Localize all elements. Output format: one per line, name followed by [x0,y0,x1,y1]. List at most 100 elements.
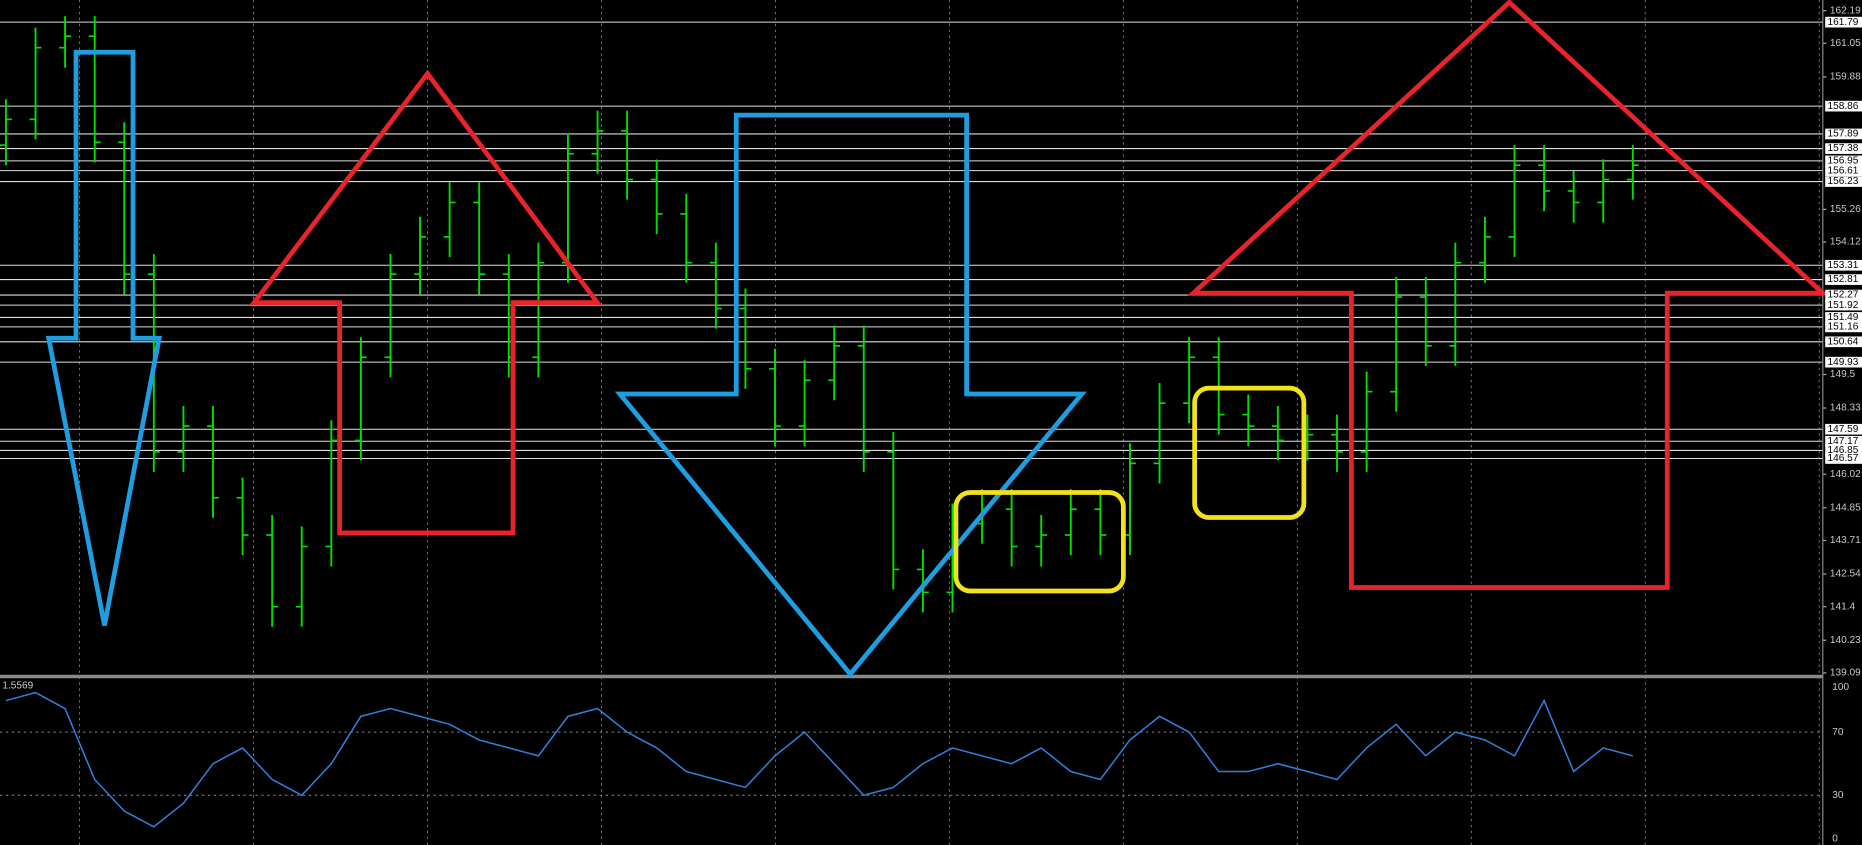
y-tick-label: 143.71 [1830,535,1861,546]
level-label: 158.86 [1828,101,1859,112]
level-label: 156.61 [1828,165,1859,176]
price-bar [591,110,604,174]
level-label-bg [1825,299,1862,311]
level-label: 152.81 [1828,274,1859,285]
down-arrow [45,49,162,626]
level-label: 161.79 [1828,17,1859,28]
level-label-bg [1825,16,1862,28]
price-bar [1094,489,1107,556]
price-bar [1331,414,1343,472]
y-tick-label: 155.26 [1830,204,1861,215]
level-label: 157.89 [1828,129,1859,140]
level-label-bg [1825,289,1862,301]
level-label: 157.38 [1828,143,1859,154]
oscillator-line [5,691,1634,828]
price-bar [532,242,545,378]
y-tick-label: 149.5 [1830,369,1856,380]
level-label: 156.95 [1828,156,1859,167]
price-bar [414,216,426,295]
y-tick-label: 159.88 [1830,72,1861,83]
price-bar [916,549,929,613]
price-bar [354,337,367,461]
price-bar [1242,394,1255,447]
level-label: 153.31 [1828,260,1859,271]
price-bar [887,431,900,590]
price-bar [295,526,308,627]
y-tick-label: 162.19 [1830,5,1861,16]
level-label-bg [1825,435,1862,447]
price-bar [709,242,722,329]
osc-tick-label: 100 [1832,682,1849,693]
price-bar [177,406,190,472]
price-bar [266,514,279,627]
up-arrow [249,69,603,536]
osc-tick-label: 70 [1832,727,1844,738]
y-tick-label: 161.05 [1830,38,1861,49]
annotations [45,0,1829,678]
level-label-bg [1825,453,1862,464]
level-label: 149.93 [1828,357,1859,368]
price-bar [88,16,101,163]
y-tick-label: 140.23 [1830,635,1861,646]
level-label-bg [1825,445,1862,456]
y-tick-label: 142.54 [1830,569,1861,580]
level-label: 146.85 [1828,445,1859,456]
price-bar [473,182,486,295]
price-bar [1478,216,1491,283]
level-label: 151.49 [1828,312,1859,323]
price-bar [236,477,249,556]
osc-tick-label: 30 [1832,790,1844,801]
price-bar [384,254,397,378]
price-bar [325,420,338,567]
price-bar [29,27,42,140]
price-bar [0,99,12,166]
price-bar [739,288,752,389]
price-bar [1508,145,1521,257]
level-label-bg [1825,336,1862,348]
price-bar [207,406,219,518]
level-label-bg [1825,128,1862,140]
price-bar [621,110,634,200]
level-label: 147.17 [1828,436,1859,447]
level-label: 151.16 [1828,322,1859,333]
level-label: 147.59 [1828,424,1859,435]
y-tick-label: 154.12 [1830,237,1861,248]
price-bar [1183,337,1196,424]
price-bar [443,182,456,257]
level-label-bg [1825,321,1862,333]
price-bar [1597,159,1610,223]
range-box [1192,385,1307,520]
price-bar [1538,145,1551,212]
down-arrow [614,112,1087,678]
price-bar [59,16,72,68]
osc-tick-label: 0 [1832,834,1838,845]
indicator-value: 1.5569 [2,681,33,692]
axis-labels: 139.09 140.23 141.4 142.54 143.71 144.85 146.0… [1825,5,1862,845]
price-bar [1567,170,1580,223]
price-bar [769,348,781,447]
level-label: 146.57 [1828,453,1859,464]
level-label-bg [1825,259,1862,271]
level-label-bg [1825,100,1862,112]
price-bar [857,325,870,472]
y-tick-label: 148.33 [1830,403,1861,414]
level-label-bg [1825,423,1862,435]
level-label: 156.23 [1828,176,1859,187]
price-bar [1271,406,1284,461]
y-tick-label: 139.09 [1830,668,1861,679]
level-label: 150.64 [1828,336,1859,347]
level-label-bg [1825,176,1862,187]
level-label-bg [1825,155,1862,167]
price-bar [1005,489,1018,567]
level-label-bg [1825,312,1862,323]
price-bar [1064,489,1077,556]
up-arrow [1187,0,1829,590]
price-bars [0,16,1639,828]
level-label-bg [1825,143,1862,154]
price-bar [1419,277,1432,366]
price-bar [798,360,811,447]
